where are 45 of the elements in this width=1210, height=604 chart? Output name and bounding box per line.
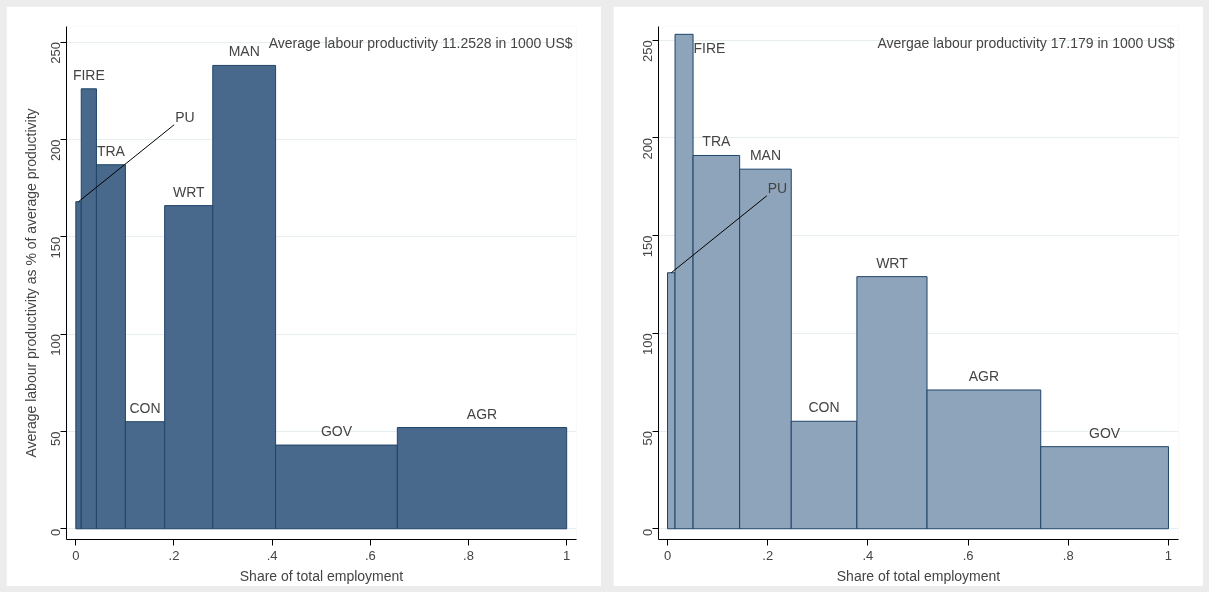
y-tick-label: 250 [640,40,655,62]
y-tick-label: 100 [640,333,655,356]
annotation: Average labour productivity 11.2528 in 1000 US$ [268,34,573,51]
x-tick-label: .8 [1062,547,1074,563]
annotation: FIRE [72,66,105,83]
annotation: CON [808,399,840,416]
x-axis-title: Share of total employment [836,567,1001,584]
x-tick-label: .8 [463,547,474,563]
y-tick-label: 50 [48,431,63,446]
x-axis-title: Share of total employment [239,567,404,584]
y-tick-label: 200 [48,139,63,162]
x-tick-label: .4 [862,547,874,563]
y-tick-label: 0 [640,528,655,536]
annotation: MAN [749,147,782,164]
annotation: WRT [172,183,205,200]
x-tick-label: 1 [563,547,571,563]
y-tick-label: 250 [48,42,63,64]
x-tick-label: .6 [364,547,376,563]
y-tick-label: 150 [640,235,655,258]
y-tick-label: 100 [48,334,63,356]
y-tick-label: 0 [48,528,63,537]
x-tick-label: 0 [663,547,672,563]
y-tick-label: 50 [640,431,655,446]
x-tick-label: .2 [168,547,180,563]
annotation: MAN [228,43,260,60]
annotation: PU [175,108,195,125]
annotation: CON [129,399,161,416]
annotation: PU [767,179,788,196]
y-axis-title: Average labour productivity as % of average productivity [22,108,39,458]
annotation: AGR [968,368,1000,384]
annotation: Avergae labour productivity 17.179 in 1000 US$ [877,34,1175,51]
x-tick-label: 0 [72,547,80,563]
x-tick-label: 1 [1164,547,1173,563]
annotation: TRA [96,142,126,159]
annotation: FIRE [693,40,726,57]
annotation: GOV [320,423,353,440]
x-tick-label: .4 [266,547,278,563]
y-tick-label: 150 [48,236,63,259]
annotation: GOV [1089,424,1121,441]
y-tick-label: 200 [640,137,655,160]
x-tick-label: .2 [762,547,774,563]
annotation: AGR [466,405,498,422]
annotation: WRT [876,254,909,271]
annotation: TRA [702,133,732,150]
x-tick-label: .6 [962,547,974,563]
